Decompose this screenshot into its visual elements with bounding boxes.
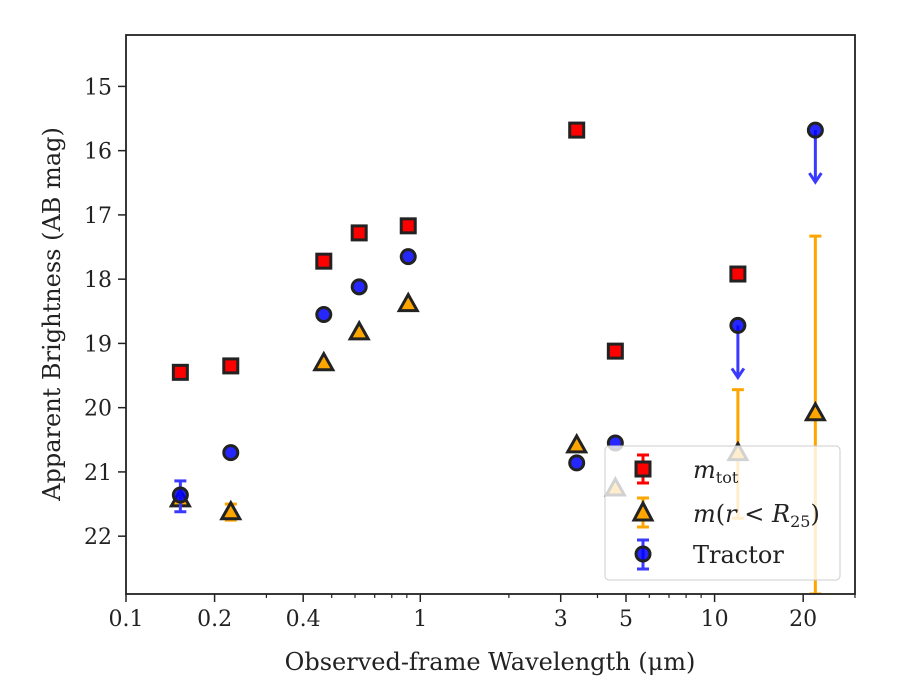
- legend-label-tractor: Tractor: [693, 541, 784, 569]
- x-tick-label: 5: [619, 607, 633, 632]
- x-tick-label: 3: [554, 607, 568, 632]
- m-r-r25-point: [803, 400, 827, 422]
- mtot-point: [350, 224, 368, 242]
- m-r-r25-point: [347, 319, 371, 341]
- legend-label-m-r-r25: m(r < R25): [693, 500, 820, 531]
- m-r-r25-point: [312, 350, 336, 372]
- x-axis-label: Observed-frame Wavelength (μm): [285, 648, 696, 676]
- legend: mtot m(r < R25) Tractor: [604, 445, 841, 581]
- y-tick-label: 18: [84, 268, 112, 293]
- tractor-point: [350, 278, 368, 296]
- tractor-point: [222, 444, 240, 462]
- y-tick-label: 19: [84, 332, 112, 357]
- x-tick-label: 0.1: [109, 607, 144, 632]
- mtot-point: [315, 252, 333, 270]
- mtot-point: [729, 265, 747, 283]
- tractor-point-limit-arrowhead: [808, 172, 823, 185]
- legend-box: [604, 445, 841, 581]
- mtot-point: [399, 217, 417, 235]
- tractor-point: [806, 121, 824, 139]
- legend-entry-mtot: mtot: [634, 453, 739, 487]
- y-tick-label: 21: [84, 461, 112, 486]
- x-tick-label: 0.4: [286, 607, 321, 632]
- y-tick-label: 15: [84, 75, 112, 100]
- mtot-point: [222, 357, 240, 375]
- m-r-r25-point: [219, 499, 243, 521]
- y-tick-label: 16: [84, 140, 112, 165]
- plot-frame: [125, 34, 856, 595]
- x-tick-label: 10: [701, 607, 729, 632]
- x-tick-label: 20: [789, 607, 817, 632]
- y-tick-label: 22: [84, 525, 112, 550]
- legend-entry-tractor: Tractor: [634, 538, 784, 571]
- x-tick-label: 0.2: [197, 607, 232, 632]
- mtot-point: [568, 121, 586, 139]
- tractor-point: [729, 316, 747, 334]
- x-tick-label: 1: [413, 607, 427, 632]
- legend-label-mtot: mtot: [693, 456, 739, 487]
- tractor-point: [315, 306, 333, 323]
- y-tick-label: 17: [84, 204, 112, 229]
- tractor-point: [568, 454, 586, 472]
- tractor-point-limit-arrowhead: [730, 367, 746, 381]
- y-tick-label: 20: [84, 397, 112, 422]
- axes: 0.1 0.2 0.4 1 3 5 10 20 15 16 17 18 19 20 21 22: [84, 75, 856, 632]
- mtot-point: [606, 342, 624, 360]
- y-axis-label: Apparent Brightness (AB mag): [38, 127, 66, 502]
- m-r-r25-point: [565, 432, 589, 454]
- mtot-point: [171, 363, 189, 381]
- m-r-r25-point: [396, 291, 420, 313]
- legend-entry-m-r-r25: m(r < R25): [631, 496, 820, 531]
- tractor-point: [399, 248, 417, 266]
- tractor-point: [171, 486, 189, 504]
